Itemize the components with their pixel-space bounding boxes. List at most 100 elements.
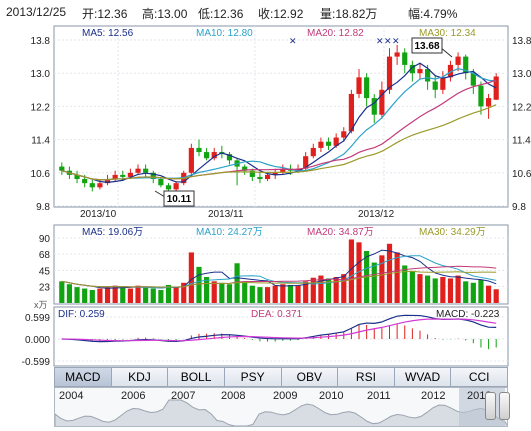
candle-body — [417, 69, 423, 74]
quote-open: 开:12.36 — [82, 7, 128, 21]
candle-body — [470, 73, 476, 86]
range-selector[interactable]: 2004 2006 2007 2008 2009 2010 2011 2012 2013 — [54, 387, 508, 427]
price-y-tick-left: 11.4 — [31, 136, 50, 147]
candle-body — [150, 172, 156, 180]
volume-bar — [455, 275, 461, 303]
volume-bar — [272, 285, 278, 303]
candle-body — [74, 174, 80, 180]
volume-bar — [150, 288, 156, 303]
price-ma10-label: MA10: 12.80 — [196, 28, 253, 39]
x-tick-oct: 2013/10 — [80, 209, 117, 220]
tab-psy[interactable]: PSY — [224, 368, 282, 386]
price-y-tick-right: 13.8 — [512, 36, 531, 47]
event-marker[interactable]: ✕ — [384, 36, 392, 46]
range-window[interactable] — [459, 388, 505, 427]
volume-unit: x万 — [34, 300, 48, 310]
volume-bar — [432, 278, 438, 303]
volume-ma-labels: MA5: 19.06万 MA10: 24.27万 MA20: 34.87万 MA… — [82, 227, 486, 238]
range-overview — [55, 388, 507, 427]
volume-y-tick: 45 — [39, 267, 51, 278]
event-marker[interactable]: ✕ — [376, 36, 384, 46]
tab-macd[interactable]: MACD — [55, 368, 112, 386]
candle-body — [364, 77, 370, 99]
candle-body — [112, 174, 118, 180]
candle-body — [127, 172, 133, 177]
volume-bar — [440, 277, 446, 303]
tab-obv[interactable]: OBV — [281, 368, 339, 386]
volume-bar — [478, 279, 484, 303]
quote-close: 收:12.92 — [258, 7, 304, 21]
tab-boll[interactable]: BOLL — [168, 368, 225, 386]
volume-bar — [143, 287, 149, 303]
volume-bar — [333, 277, 339, 303]
candle-body — [280, 168, 286, 173]
volume-ma30-label: MA30: 34.29万 — [419, 227, 486, 238]
price-x-ticks: 2013/10 2013/11 2013/12 — [80, 209, 395, 220]
price-y-tick-right: 11.4 — [512, 136, 531, 147]
high-callout-value: 13.68 — [414, 41, 439, 52]
quote-low: 低:12.36 — [198, 7, 244, 21]
volume-bar — [181, 282, 187, 303]
quote-header: 2013/12/25 开:12.36 高:13.00 低:12.36 收:12.… — [0, 0, 531, 24]
volume-bar — [204, 277, 210, 303]
candle-body — [386, 56, 393, 90]
quote-date: 2013/12/25 — [6, 5, 67, 19]
candle-body — [211, 152, 217, 159]
candle-body — [478, 85, 484, 107]
candle-body — [143, 168, 149, 173]
candle-body — [318, 141, 324, 148]
volume-bar — [165, 284, 172, 303]
candle-body — [196, 147, 202, 153]
volume-bar — [59, 281, 65, 303]
volume-y-tick: 23 — [39, 282, 51, 293]
volume-bar — [66, 284, 73, 303]
volume-bar — [325, 278, 332, 303]
volume-bar — [211, 281, 217, 303]
range-year-label: 2007 — [171, 390, 196, 402]
candle-body — [310, 147, 316, 157]
range-handle-right[interactable] — [499, 392, 510, 420]
x-tick-nov: 2013/11 — [208, 209, 244, 220]
volume-bar — [234, 263, 240, 303]
volume-bar — [402, 265, 408, 303]
volume-y-tick: 90 — [39, 234, 51, 245]
high-callout: 13.68 — [411, 37, 453, 58]
volume-bar — [74, 287, 80, 303]
range-year-label: 2010 — [319, 390, 344, 402]
volume-bar — [318, 275, 324, 303]
event-marker[interactable]: ✕ — [289, 36, 297, 46]
candle-body — [89, 183, 95, 188]
event-marker[interactable]: ✕ — [392, 36, 400, 46]
price-ma30-line — [61, 104, 497, 181]
volume-bar — [127, 288, 133, 303]
macd-y-tick: 0.599 — [25, 313, 50, 324]
volume-ma10-label: MA10: 24.27万 — [196, 227, 263, 238]
tab-rsi[interactable]: RSI — [338, 368, 395, 386]
candle-body — [226, 154, 233, 161]
tab-cci[interactable]: CCI — [451, 368, 507, 386]
range-handle-left[interactable] — [485, 392, 496, 420]
volume-bar — [280, 284, 286, 303]
quote-volume: 量:18.82万 — [320, 7, 378, 21]
macd-value-label: MACD: -0.223 — [436, 309, 500, 320]
candle-body — [493, 76, 499, 100]
price-y-tick-right: 13.0 — [512, 69, 531, 80]
range-year-label: 2004 — [59, 390, 84, 402]
range-year-label: 2008 — [221, 390, 246, 402]
candle-body — [348, 93, 354, 132]
volume-bar — [188, 252, 194, 303]
range-year-label: 2009 — [273, 390, 298, 402]
tab-kdj[interactable]: KDJ — [111, 368, 169, 386]
macd-y-tick: 0.000 — [25, 335, 50, 346]
candle-body — [97, 183, 103, 188]
volume-bar — [82, 288, 88, 303]
candle-body — [455, 56, 461, 65]
volume-bar — [196, 266, 202, 303]
candle-body — [463, 56, 469, 74]
volume-bar — [485, 285, 492, 303]
macd-panel — [53, 306, 509, 367]
candle-body — [425, 69, 431, 82]
tab-wvad[interactable]: WVAD — [394, 368, 452, 386]
volume-bar — [371, 262, 377, 303]
volume-y-tick: 68 — [39, 250, 51, 261]
